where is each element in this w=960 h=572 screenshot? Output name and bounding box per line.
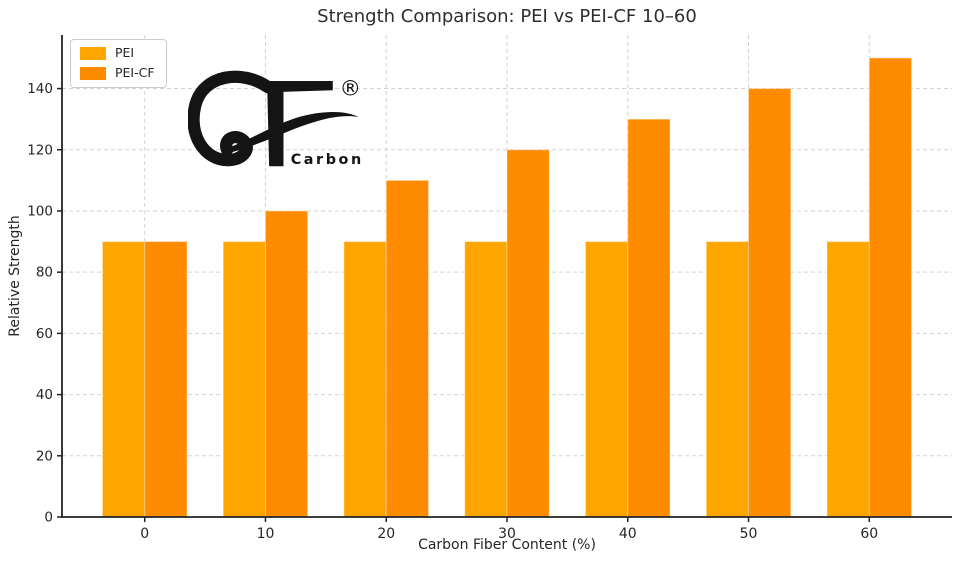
bar-pei [343, 241, 387, 518]
chart-title: Strength Comparison: PEI vs PEI-CF 10–60 [317, 6, 697, 27]
y-tick-label: 80 [36, 265, 53, 281]
bar-pei-cf [506, 149, 550, 518]
x-tick-label: 30 [498, 526, 516, 542]
x-tick-label: 20 [377, 526, 395, 542]
x-tick-label: 40 [619, 526, 637, 542]
legend-swatch-pei-cf [80, 67, 106, 80]
x-tick-label: 50 [740, 526, 758, 542]
x-tick-label: 60 [860, 526, 878, 542]
bar-pei-cf [144, 241, 188, 518]
cf-letter-f-stem [267, 81, 284, 167]
bar-pei-cf [627, 118, 671, 518]
bar-pei [705, 241, 750, 518]
y-tick-label: 40 [36, 387, 53, 403]
bar-pei-cf [748, 88, 792, 518]
y-tick-label: 20 [36, 448, 53, 464]
y-tick-label: 0 [44, 510, 53, 526]
legend-item-pei: PEI [80, 47, 155, 60]
x-tick-label: 10 [257, 526, 275, 542]
x-tick-label: 0 [140, 526, 149, 542]
cf-letter-f-arm [267, 81, 333, 93]
y-tick-label: 140 [27, 81, 53, 97]
logo-wordmark: Carbon [291, 152, 364, 168]
legend-item-pei-cf: PEI-CF [80, 67, 155, 80]
bar-pei [101, 241, 146, 518]
y-tick-label: 100 [27, 203, 53, 219]
cf-carbon-logo: ® Carbon [187, 66, 378, 170]
y-tick-label: 120 [27, 142, 53, 158]
legend-label-pei: PEI [115, 45, 135, 61]
legend-label-pei-cf: PEI-CF [115, 65, 155, 81]
cf-letter-c [187, 70, 275, 167]
x-axis-label: Carbon Fiber Content (%) [418, 537, 596, 553]
legend: PEI PEI-CF [70, 39, 167, 88]
cf-swoosh [222, 111, 359, 154]
bar-pei-cf [385, 179, 430, 518]
cf-monogram-icon: ® Carbon [187, 70, 364, 168]
y-tick-label: 60 [36, 326, 53, 342]
bar-pei-cf [868, 57, 913, 518]
y-axis-label: Relative Strength [7, 215, 23, 337]
bar-pei [584, 241, 629, 518]
registered-mark: ® [339, 76, 361, 101]
bar-pei [826, 241, 870, 518]
legend-swatch-pei [80, 47, 106, 60]
bar-pei-cf [264, 210, 309, 518]
bar-pei [222, 241, 266, 518]
bar-pei [464, 241, 508, 518]
